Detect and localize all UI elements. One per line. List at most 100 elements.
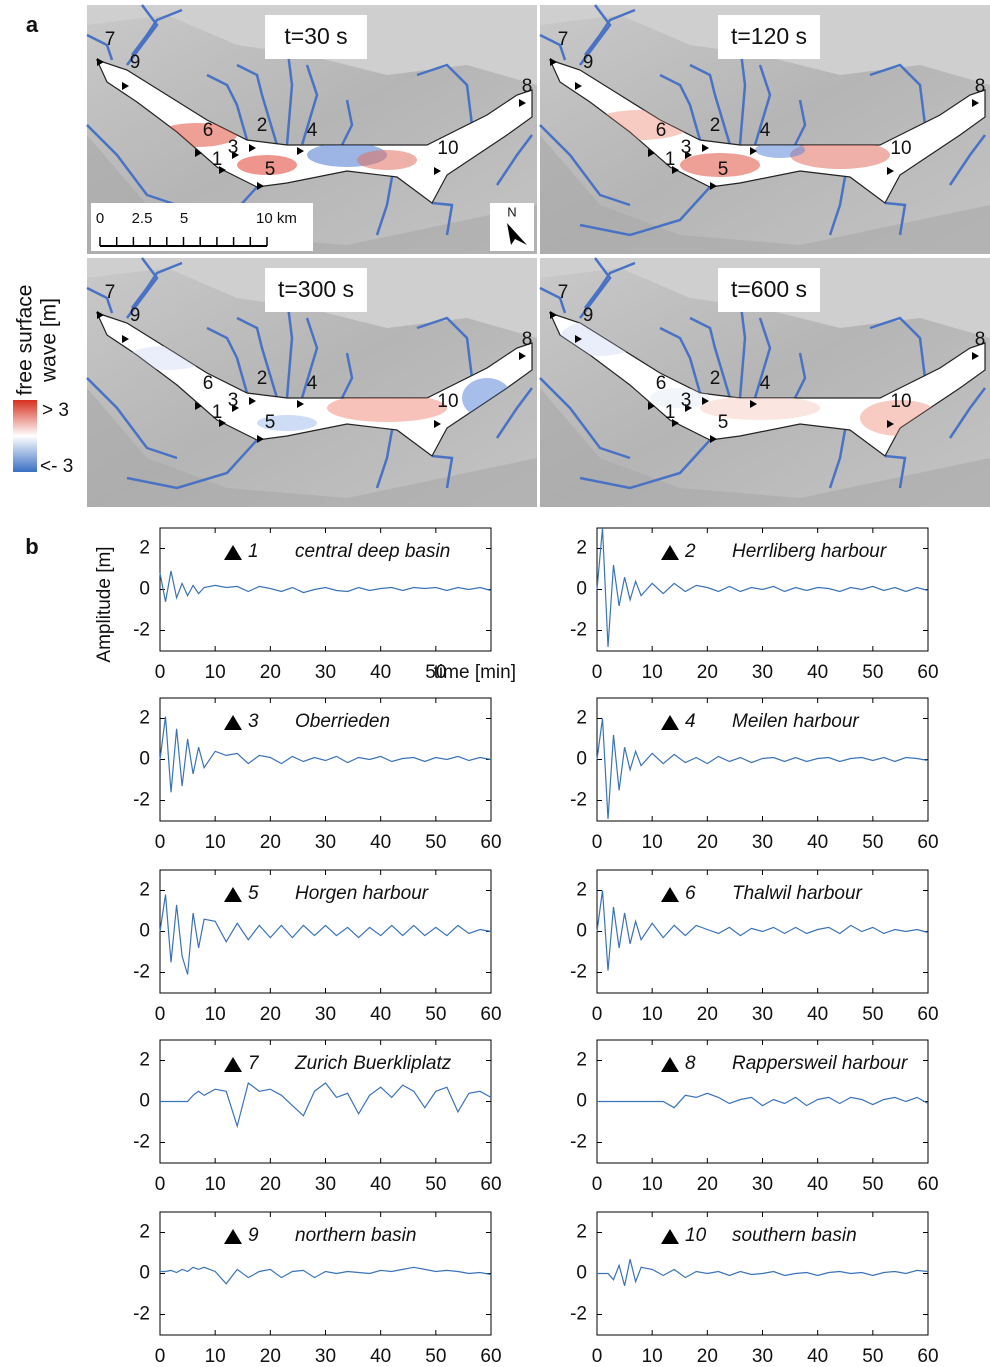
station-label: 8: [975, 76, 986, 97]
y-tick-label: 2: [576, 538, 587, 559]
x-tick-label: 30: [752, 1174, 773, 1195]
x-tick-label: 30: [752, 1004, 773, 1025]
y-tick-label: 0: [576, 921, 587, 942]
x-tick-label: 10: [205, 1346, 226, 1367]
x-tick-label: 60: [480, 832, 501, 853]
x-tick-label: 50: [425, 832, 446, 853]
station-marker: [661, 1057, 679, 1072]
x-tick-label: 0: [155, 1346, 166, 1367]
y-tick-label: 0: [139, 1263, 150, 1284]
station-label: 8: [975, 329, 986, 350]
x-axis-label: time [min]: [434, 662, 516, 683]
x-tick-label: 40: [370, 832, 391, 853]
series-line: [160, 895, 491, 975]
x-tick-label: 40: [807, 1346, 828, 1367]
scale-label: 0: [96, 210, 104, 227]
x-tick-label: 50: [862, 832, 883, 853]
x-tick-label: 60: [917, 1174, 938, 1195]
station-label: 2: [257, 368, 268, 389]
chart-title: Herrliberg harbour: [732, 541, 887, 562]
station-label: 2: [684, 541, 696, 562]
x-tick-label: 0: [592, 1174, 603, 1195]
station-label: 4: [760, 120, 771, 141]
y-tick-label: 0: [576, 1091, 587, 1112]
x-tick-label: 40: [370, 1346, 391, 1367]
station-label: 3: [228, 137, 239, 158]
station-label: 7: [558, 29, 569, 50]
station-marker: [224, 715, 242, 730]
station-label: 6: [203, 373, 214, 394]
chart-title: Oberrieden: [295, 711, 390, 732]
station-label: 9: [583, 52, 594, 73]
y-tick-label: 2: [576, 1050, 587, 1071]
color-bar: [13, 400, 37, 472]
y-tick-label: 0: [576, 749, 587, 770]
station-label: 4: [685, 711, 696, 732]
x-tick-label: 0: [155, 1174, 166, 1195]
station-label: 1: [212, 149, 223, 170]
legend-high: > 3: [42, 400, 69, 421]
station-marker: [661, 545, 679, 560]
x-tick-label: 40: [807, 832, 828, 853]
station-label: 10: [890, 138, 911, 159]
y-tick-label: 2: [576, 880, 587, 901]
time-label: t=600 s: [731, 276, 807, 302]
station-label: 6: [203, 120, 214, 141]
chart-title: Meilen harbour: [732, 711, 859, 732]
y-tick-label: 2: [576, 708, 587, 729]
panel-label: a: [26, 12, 39, 37]
map-panel: t=30 s1234567891002.5510 kmN: [87, 5, 537, 254]
station-label: 1: [248, 541, 259, 562]
x-tick-label: 60: [480, 1004, 501, 1025]
station-label: 10: [890, 391, 911, 412]
x-tick-label: 20: [260, 662, 281, 683]
station-marker: [224, 1229, 242, 1244]
x-tick-label: 60: [917, 1004, 938, 1025]
north-label: N: [507, 204, 516, 219]
x-tick-label: 10: [642, 832, 663, 853]
x-tick-label: 10: [642, 662, 663, 683]
x-tick-label: 20: [260, 1004, 281, 1025]
station-label: 8: [522, 329, 533, 350]
y-tick-label: 2: [139, 708, 150, 729]
x-tick-label: 30: [315, 1346, 336, 1367]
y-tick-label: 2: [139, 1222, 150, 1243]
y-tick-label: 0: [139, 579, 150, 600]
station-marker: [661, 887, 679, 902]
time-label: t=120 s: [731, 23, 807, 49]
chart-title: Rappersweil harbour: [732, 1053, 908, 1074]
station-label: 3: [681, 390, 692, 411]
wave-field: [327, 394, 447, 422]
scale-label: 5: [180, 210, 188, 227]
y-tick-label: 0: [139, 921, 150, 942]
station-label: 2: [710, 115, 721, 136]
x-tick-label: 40: [807, 1174, 828, 1195]
series-line: [597, 1093, 928, 1107]
legend-low: <- 3: [40, 456, 73, 477]
x-tick-label: 20: [697, 1004, 718, 1025]
y-tick-label: -2: [133, 962, 150, 983]
station-label: 8: [685, 1053, 696, 1074]
station-label: 3: [228, 390, 239, 411]
x-tick-label: 0: [592, 1346, 603, 1367]
series-line: [160, 1083, 491, 1126]
y-tick-label: 2: [576, 1222, 587, 1243]
station-label: 9: [130, 52, 141, 73]
station-label: 9: [583, 305, 594, 326]
x-tick-label: 20: [260, 832, 281, 853]
x-tick-label: 50: [425, 1004, 446, 1025]
x-tick-label: 20: [260, 1174, 281, 1195]
x-tick-label: 30: [315, 832, 336, 853]
series-line: [160, 1267, 491, 1284]
y-tick-label: -2: [133, 620, 150, 641]
x-tick-label: 10: [205, 832, 226, 853]
time-label: t=300 s: [278, 276, 354, 302]
station-label: 4: [760, 373, 771, 394]
y-tick-label: -2: [570, 1132, 587, 1153]
y-axis-label: Amplitude [m]: [94, 546, 115, 662]
y-tick-label: 2: [139, 1050, 150, 1071]
x-tick-label: 60: [917, 662, 938, 683]
series-line: [597, 719, 928, 820]
station-label: 2: [710, 368, 721, 389]
y-tick-label: 2: [139, 880, 150, 901]
